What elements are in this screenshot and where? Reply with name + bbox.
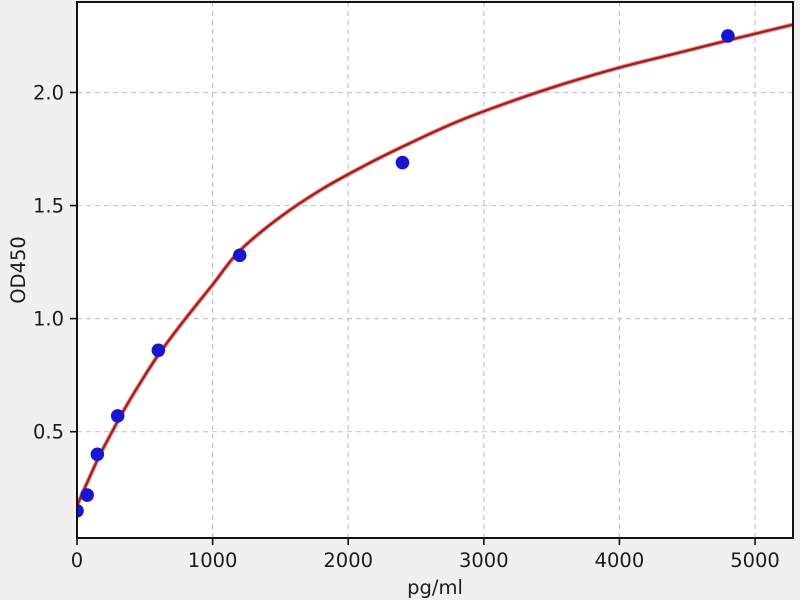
plot-area	[77, 2, 793, 538]
y-tick-label: 2.0	[33, 81, 64, 104]
plot-spines	[76, 1, 794, 539]
x-tick-label: 1000	[188, 549, 238, 572]
x-tick-label: 2000	[323, 549, 373, 572]
gridlines-layer	[77, 2, 793, 538]
data-point	[90, 447, 105, 462]
axes-layer: 0 1000 2000 3000 4000 5000 0.5 1.0 1.5 2.0	[33, 1, 794, 572]
plot-background-layer	[77, 2, 793, 538]
data-point	[110, 409, 125, 423]
y-axis-label: OD450	[7, 236, 30, 304]
data-point	[151, 343, 166, 358]
data-point	[395, 155, 410, 170]
data-point	[80, 488, 94, 502]
x-tick-label: 5000	[730, 549, 780, 572]
x-tick-label: 3000	[459, 549, 509, 572]
x-tick-label: 0	[71, 549, 83, 572]
data-point	[721, 29, 735, 43]
y-tick-label: 1.5	[33, 195, 64, 218]
y-tick-label: 0.5	[33, 421, 64, 444]
data-point	[232, 248, 247, 263]
x-tick-label: 4000	[595, 549, 645, 572]
x-axis-label: pg/ml	[407, 576, 463, 599]
y-tick-label: 1.0	[33, 308, 64, 331]
data-point	[77, 504, 84, 518]
data-layer	[77, 22, 793, 518]
